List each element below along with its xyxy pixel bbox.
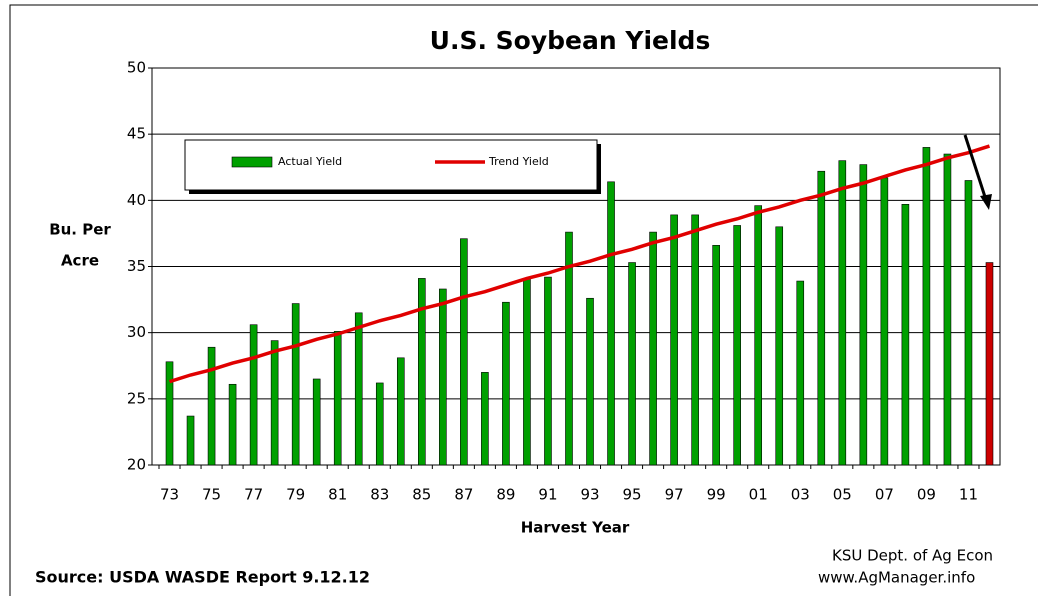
x-tick-label: 97: [665, 486, 684, 504]
credit: KSU Dept. of Ag Econ: [832, 547, 993, 565]
bar: [691, 214, 699, 466]
x-tick-label: 81: [328, 486, 347, 504]
x-tick-label: 73: [160, 486, 179, 504]
bar: [649, 231, 657, 466]
bar: [796, 280, 805, 466]
x-tick-label: 85: [412, 486, 431, 504]
bar: [333, 331, 342, 466]
bar: [207, 346, 216, 466]
frame: [9, 4, 1038, 596]
bar: [628, 262, 636, 466]
bar: [712, 245, 720, 466]
x-tick-label: 95: [623, 486, 642, 504]
legend-swatch: [231, 156, 273, 168]
x-tick-label: 79: [286, 486, 305, 504]
bar: [775, 226, 784, 466]
x-tick-label: 09: [917, 486, 936, 504]
bar: [354, 312, 363, 466]
bar: [291, 303, 300, 466]
x-tick-label: 89: [496, 486, 515, 504]
bar: [270, 340, 279, 466]
y-tick-label: 40: [127, 191, 146, 209]
legend-label: Actual Yield: [278, 155, 342, 168]
bar: [228, 383, 237, 466]
bar: [817, 170, 826, 466]
x-axis-label: Harvest Year: [521, 519, 630, 537]
bar: [586, 297, 594, 466]
y-axis-label: Bu. Per: [49, 221, 111, 239]
source: Source: USDA WASDE Report 9.12.12: [35, 568, 370, 587]
y-tick-label: 25: [127, 389, 146, 407]
bar: [943, 153, 952, 466]
bar: [312, 378, 321, 466]
bar: [733, 225, 741, 466]
x-tick-label: 07: [875, 486, 894, 504]
bar: [544, 276, 552, 466]
y-axis-label: Acre: [61, 252, 99, 270]
bar: [880, 177, 889, 466]
bar: [481, 372, 489, 466]
bar: [418, 278, 426, 466]
bar: [249, 324, 258, 466]
x-tick-label: 99: [707, 486, 726, 504]
bar: [565, 231, 573, 466]
x-tick-label: 77: [244, 486, 263, 504]
x-tick-label: 83: [370, 486, 389, 504]
bar: [502, 301, 510, 466]
chart-title: U.S. Soybean Yields: [430, 26, 711, 55]
bar: [859, 164, 868, 466]
bar: [670, 214, 678, 466]
bar: [838, 160, 847, 466]
annotation-arrow: [963, 134, 988, 201]
bar: [460, 238, 468, 466]
y-tick-label: 50: [127, 59, 146, 77]
bar: [964, 180, 973, 466]
bar: [922, 147, 931, 466]
bar: [985, 262, 994, 466]
bar: [901, 204, 910, 466]
legend-label: Trend Yield: [488, 155, 549, 168]
bar: [523, 278, 531, 466]
y-tick-label: 45: [127, 125, 146, 143]
bar: [165, 361, 174, 466]
arrow-head: [980, 194, 992, 210]
trend-line: [168, 144, 991, 384]
x-tick-label: 03: [791, 486, 810, 504]
credit: www.AgManager.info: [818, 569, 975, 587]
x-tick-label: 87: [454, 486, 473, 504]
x-tick-label: 91: [538, 486, 557, 504]
y-tick-label: 20: [127, 456, 146, 474]
y-tick-label: 35: [127, 257, 146, 275]
y-tick-label: 30: [127, 323, 146, 341]
x-tick-label: 93: [580, 486, 599, 504]
bar: [396, 357, 405, 466]
x-tick-label: 11: [959, 486, 978, 504]
x-tick-label: 01: [749, 486, 768, 504]
bar: [375, 382, 384, 466]
bar: [439, 288, 447, 466]
x-tick-label: 05: [833, 486, 852, 504]
x-tick-label: 75: [202, 486, 221, 504]
bar: [754, 205, 763, 466]
bar: [607, 181, 615, 466]
bar: [186, 415, 195, 466]
